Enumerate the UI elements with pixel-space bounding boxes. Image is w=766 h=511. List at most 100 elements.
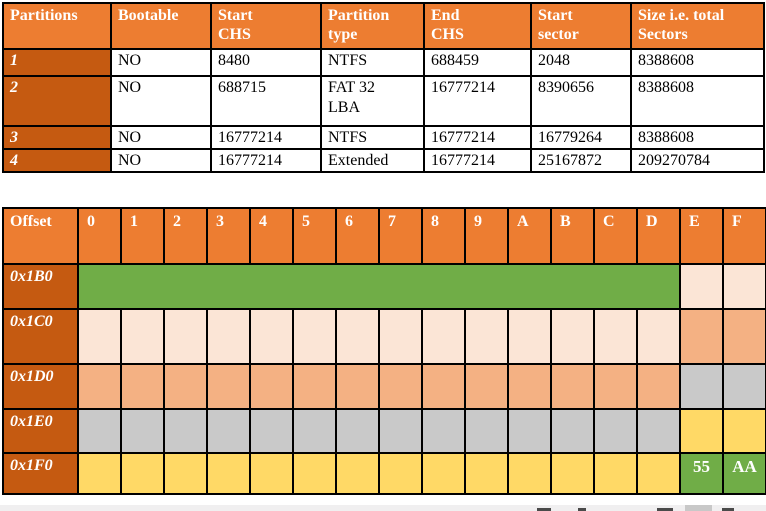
hex-col-header-3: 3 (206, 207, 251, 265)
end-chs-value: 16777214 (423, 125, 532, 150)
hex-col-header-7: 7 (378, 207, 423, 265)
hex-cell (550, 452, 595, 495)
partition-type-value: Extended (320, 148, 425, 173)
hex-row-0x1D0: 0x1D0 (2, 363, 766, 410)
partition-type-value: FAT 32 LBA (320, 75, 425, 127)
hex-cell (722, 363, 766, 410)
hex-cell (593, 452, 638, 495)
hex-cells-merged-span (77, 263, 681, 310)
hex-cell (550, 408, 595, 454)
hex-cell (464, 452, 509, 495)
hex-cell (636, 452, 681, 495)
partition-row-4: 4 NO 16777214 Extended 16777214 25167872… (2, 148, 765, 173)
hex-cell (249, 308, 294, 365)
hex-cell (77, 308, 122, 365)
hex-cell (593, 308, 638, 365)
cutoff-mark (722, 508, 734, 511)
header-end-chs: End CHS (423, 2, 532, 50)
hex-cell (550, 363, 595, 410)
boot-signature-byte-cell: 55 (679, 452, 724, 495)
hex-cell (335, 308, 380, 365)
bootable-value: NO (110, 48, 212, 77)
hex-cell (120, 408, 165, 454)
hex-cell (464, 308, 509, 365)
header-offset: Offset (2, 207, 79, 265)
hex-col-header-D: D (636, 207, 681, 265)
hex-cell (722, 408, 766, 454)
start-chs-value: 688715 (210, 75, 322, 127)
hex-cell (636, 408, 681, 454)
hex-col-header-A: A (507, 207, 552, 265)
offset-label-cell: 0x1E0 (2, 408, 79, 454)
hex-cell (163, 308, 208, 365)
hex-cell (206, 363, 251, 410)
hex-row-0x1E0: 0x1E0 (2, 408, 766, 454)
partition-row-1: 1 NO 8480 NTFS 688459 2048 8388608 (2, 48, 765, 77)
hex-cell (120, 308, 165, 365)
bootable-value: NO (110, 75, 212, 127)
hex-cell (335, 452, 380, 495)
hex-cell (206, 452, 251, 495)
header-partitions: Partitions (2, 2, 112, 50)
hex-cell (507, 363, 552, 410)
hex-cell (679, 263, 724, 310)
size-value: 8388608 (630, 125, 765, 150)
partition-row-2: 2 NO 688715 FAT 32 LBA 16777214 8390656 … (2, 75, 765, 127)
bootable-value: NO (110, 148, 212, 173)
offset-label-cell: 0x1B0 (2, 263, 79, 310)
partition-type-value: NTFS (320, 48, 425, 77)
hex-col-header-2: 2 (163, 207, 208, 265)
start-sector-value: 16779264 (530, 125, 632, 150)
header-start-chs: Start CHS (210, 2, 322, 50)
cutoff-mark (657, 508, 673, 511)
hex-cell (679, 408, 724, 454)
hex-cell (636, 363, 681, 410)
page-bottom-cutoff-strip (0, 505, 766, 511)
start-chs-value: 8480 (210, 48, 322, 77)
hex-col-header-6: 6 (335, 207, 380, 265)
hex-cell (120, 452, 165, 495)
partition-table-header-row: Partitions Bootable Start CHS Partition … (2, 2, 765, 50)
hex-row-0x1B0: 0x1B0 (2, 263, 766, 310)
hex-cell (722, 308, 766, 365)
hex-cell (464, 363, 509, 410)
hex-col-header-1: 1 (120, 207, 165, 265)
hex-col-header-9: 9 (464, 207, 509, 265)
hex-col-header-F: F (722, 207, 766, 265)
hex-col-header-B: B (550, 207, 595, 265)
partition-number: 4 (2, 148, 112, 173)
boot-signature-byte-cell: AA (722, 452, 766, 495)
header-bootable: Bootable (110, 2, 212, 50)
hex-cell (593, 408, 638, 454)
hex-cell (378, 308, 423, 365)
end-chs-value: 16777214 (423, 148, 532, 173)
partition-number: 2 (2, 75, 112, 127)
start-sector-value: 25167872 (530, 148, 632, 173)
hex-cell (378, 408, 423, 454)
hex-cell (421, 452, 466, 495)
partition-number: 1 (2, 48, 112, 77)
partition-table: Partitions Bootable Start CHS Partition … (2, 2, 765, 173)
cutoff-mark (537, 508, 551, 511)
header-partition-type: Partition type (320, 2, 425, 50)
partition-type-value: NTFS (320, 125, 425, 150)
hex-col-header-0: 0 (77, 207, 122, 265)
hex-cell (722, 263, 766, 310)
hex-cell (421, 308, 466, 365)
hex-cell (77, 452, 122, 495)
hex-cell (249, 408, 294, 454)
hex-cell (378, 452, 423, 495)
hex-cell (163, 408, 208, 454)
header-start-sector: Start sector (530, 2, 632, 50)
hex-cell (206, 408, 251, 454)
size-value: 209270784 (630, 148, 765, 173)
partition-row-3: 3 NO 16777214 NTFS 16777214 16779264 838… (2, 125, 765, 150)
hex-offset-table: Offset 0 1 2 3 4 5 6 7 8 9 A B C D E F 0… (2, 207, 766, 495)
hex-cell (593, 363, 638, 410)
start-sector-value: 2048 (530, 48, 632, 77)
start-sector-value: 8390656 (530, 75, 632, 127)
hex-cell (206, 308, 251, 365)
hex-cell (421, 408, 466, 454)
size-value: 8388608 (630, 48, 765, 77)
hex-col-header-E: E (679, 207, 724, 265)
